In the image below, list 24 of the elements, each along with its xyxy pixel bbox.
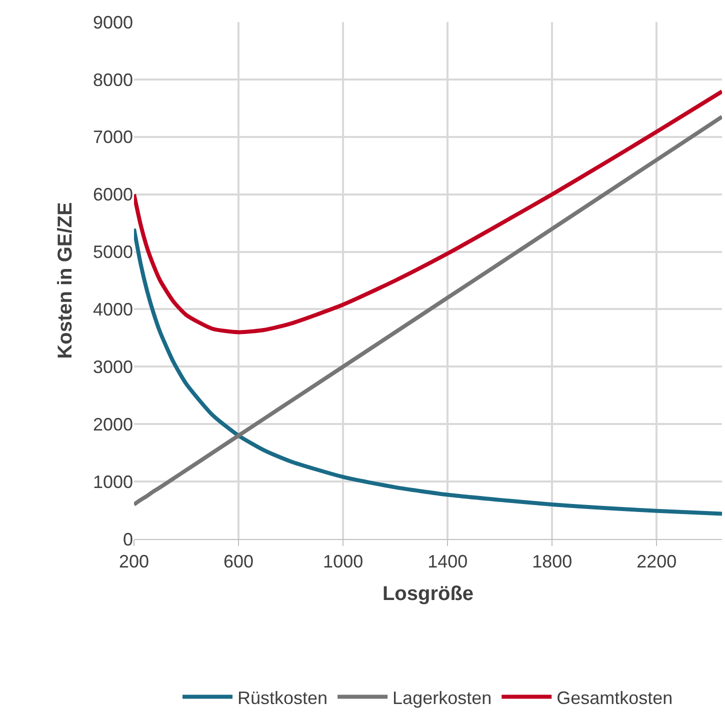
x-tick-label: 1000 — [323, 552, 364, 572]
y-tick-label: 0 — [122, 529, 133, 550]
x-tick-label: 600 — [224, 552, 254, 572]
x-tick-label: 200 — [118, 552, 150, 572]
y-tick-label: 5000 — [92, 242, 133, 262]
line-series — [134, 90, 722, 334]
line-series — [134, 114, 722, 507]
y-tick-label: 9000 — [92, 12, 133, 32]
y-tick-label: 7000 — [92, 127, 133, 148]
legend-label: Lagerkosten — [392, 688, 492, 708]
y-tick-label: 2000 — [92, 414, 133, 434]
x-axis-title: Losgröße — [382, 583, 474, 606]
y-tick-label: 4000 — [92, 300, 133, 320]
line-series — [134, 226, 722, 516]
x-tick-label: 1800 — [532, 552, 572, 572]
y-tick-label: 3000 — [92, 356, 133, 377]
y-axis-title: Kosten in GE/ZE — [54, 202, 76, 359]
x-tick-label: 2200 — [636, 552, 677, 572]
x-tick-label: 1400 — [428, 552, 468, 572]
y-tick-label: 8000 — [92, 70, 133, 90]
y-tick-label: 1000 — [92, 472, 133, 492]
legend-label: Gesamtkosten — [556, 688, 673, 708]
legend-label: Rüstkosten — [238, 688, 328, 708]
y-tick-label: 6000 — [92, 184, 133, 205]
